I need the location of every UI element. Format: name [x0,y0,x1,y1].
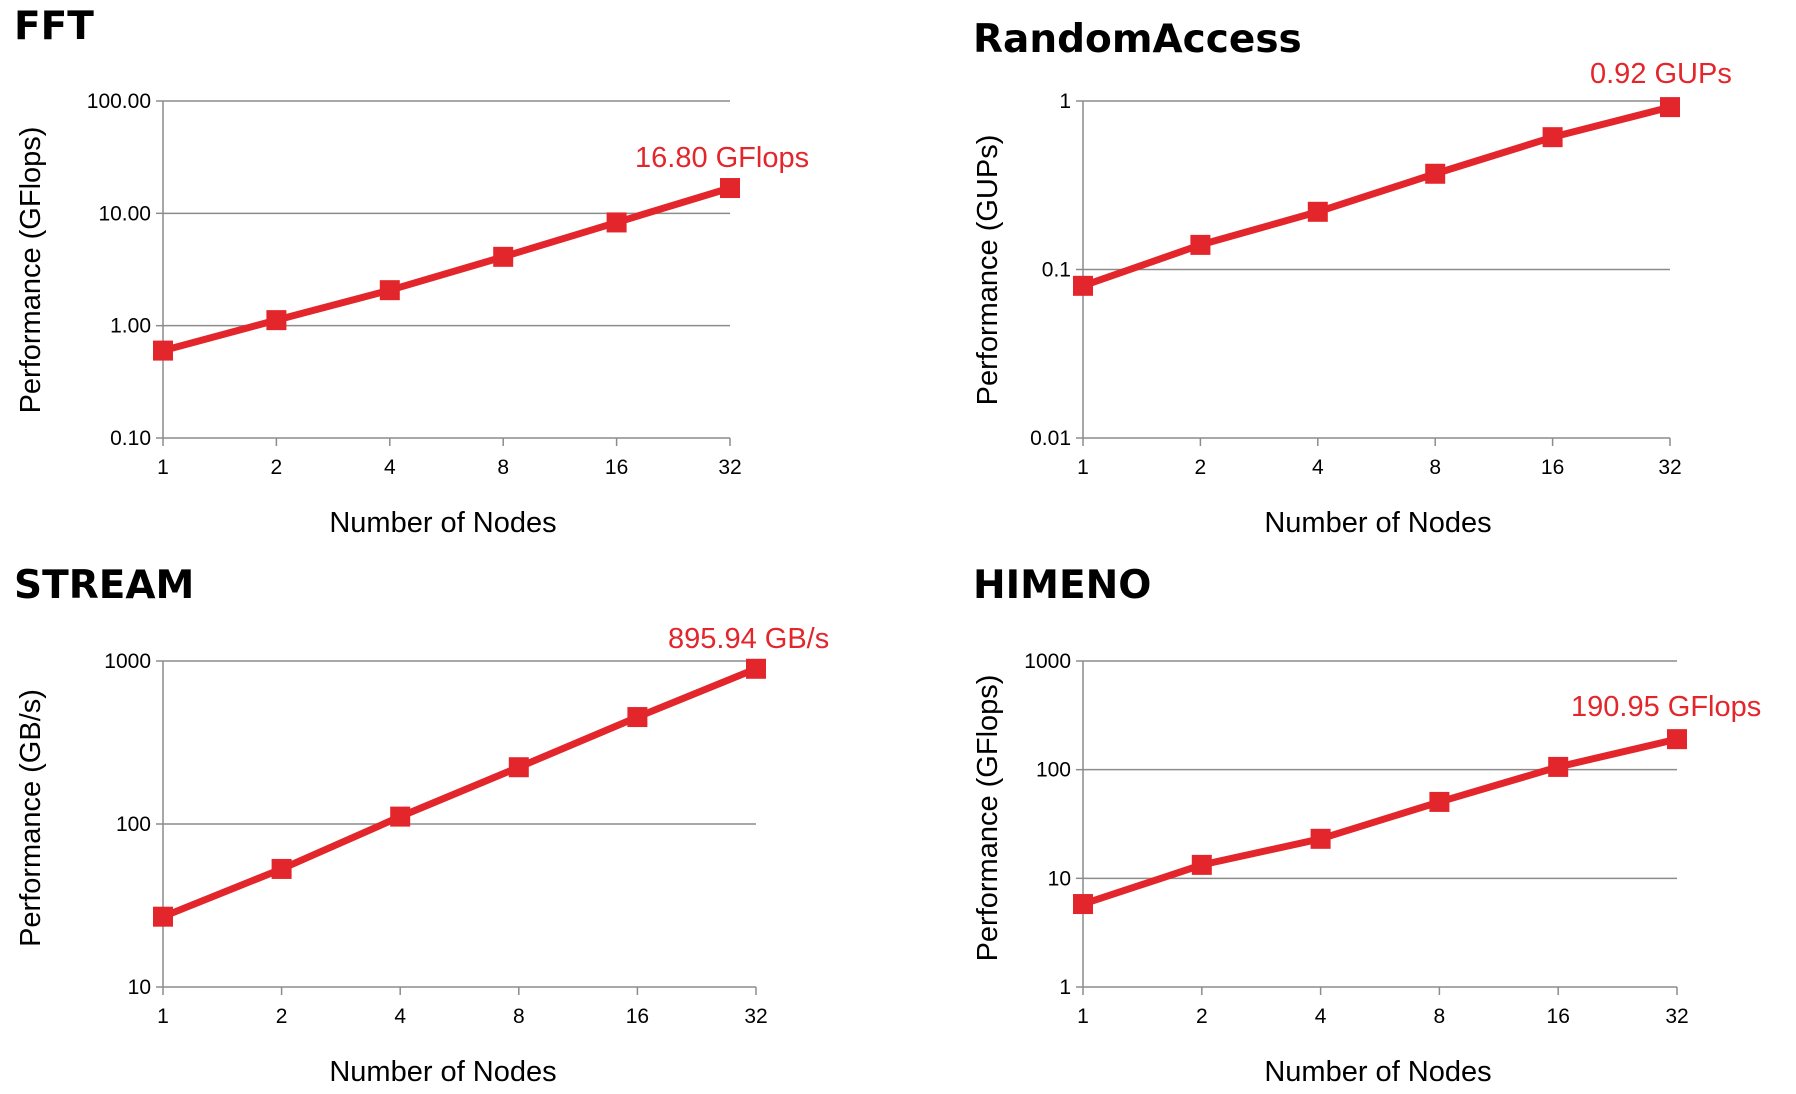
y-tick-label: 1 [1059,90,1071,113]
x-tick-label: 2 [1196,1005,1208,1028]
data-point-marker [153,340,173,361]
data-point-marker [1542,127,1563,148]
x-tick-label: 4 [1315,1005,1327,1028]
x-tick-label: 16 [626,1005,649,1028]
data-point-marker [1310,828,1331,849]
chart-title: HIMENO [973,563,1151,608]
y-tick-label: 100.00 [87,90,151,113]
x-tick-label: 32 [1665,1005,1688,1028]
peak-annotation: 0.92 GUPs [1590,58,1732,90]
y-tick-label: 0.1 [1042,259,1071,282]
y-tick-label: 0.01 [1030,427,1071,450]
y-tick-label: 100 [1036,759,1071,782]
x-tick-label: 32 [718,456,741,479]
chart-himeno: HIMENO Number of Nodes Performance (GFlo… [972,563,1761,1088]
y-axis-label: Performance (GUPs) [972,135,1004,406]
x-tick-label: 32 [744,1005,767,1028]
y-tick-label: 1.00 [110,315,151,338]
x-tick-label: 8 [513,1005,525,1028]
x-tick-label: 4 [384,456,396,479]
x-tick-label: 1 [1077,1005,1089,1028]
data-point-marker [508,757,529,778]
y-tick-label: 0.10 [110,427,151,450]
chart-stream: STREAM Number of Nodes Performance (GB/s… [14,563,829,1088]
data-point-marker [493,246,514,267]
data-point-marker [720,178,740,199]
x-tick-label: 4 [394,1005,406,1028]
data-point-marker [1425,163,1446,184]
data-point-marker [1667,729,1687,750]
x-tick-label: 32 [1658,456,1681,479]
x-axis-label: Number of Nodes [1264,1056,1491,1088]
chart-fft: FFT Number of Nodes Performance (GFlops)… [14,4,809,539]
series-line [161,665,758,920]
peak-annotation: 16.80 GFlops [635,142,809,174]
y-tick-label: 100 [116,813,151,836]
peak-annotation: 190.95 GFlops [1571,691,1761,723]
data-point-marker [390,806,411,827]
x-tick-label: 2 [276,1005,288,1028]
data-point-marker [271,858,292,879]
x-axis-label: Number of Nodes [1264,507,1491,539]
series-line [1081,103,1671,290]
data-point-marker [1073,275,1093,296]
y-tick-label: 1000 [1024,650,1071,673]
x-tick-label: 8 [1429,456,1441,479]
y-tick-label: 1000 [104,650,151,673]
data-point-marker [1190,234,1211,255]
chart-title: FFT [14,4,94,49]
data-point-marker [1307,201,1328,222]
data-point-marker [1429,791,1450,812]
x-tick-label: 8 [1434,1005,1446,1028]
y-tick-label: 10 [1048,867,1071,890]
data-point-marker [606,212,627,233]
x-tick-label: 1 [1077,456,1089,479]
x-tick-label: 16 [1547,1005,1570,1028]
data-point-marker [266,310,287,331]
data-point-marker [627,707,648,728]
x-axis-label: Number of Nodes [329,507,556,539]
chart-randomaccess: RandomAccess Number of Nodes Performance… [972,17,1732,539]
chart-title: STREAM [14,563,194,608]
data-point-marker [1548,756,1569,777]
chart-title: RandomAccess [973,17,1302,62]
data-point-marker [746,658,766,679]
series-line [162,184,732,354]
peak-annotation: 895.94 GB/s [668,623,829,655]
x-tick-label: 16 [1541,456,1564,479]
data-point-marker [1073,894,1093,915]
data-point-marker [379,280,400,301]
y-tick-label: 1 [1059,976,1071,999]
y-axis-label: Performance (GB/s) [15,689,47,947]
y-tick-label: 10 [128,976,151,999]
x-tick-label: 2 [1195,456,1207,479]
x-tick-label: 1 [157,1005,169,1028]
y-axis-label: Performance (GFlops) [972,675,1004,962]
data-point-marker [153,906,173,927]
x-tick-label: 1 [157,456,169,479]
x-tick-label: 2 [271,456,283,479]
data-point-marker [1660,97,1680,118]
x-tick-label: 16 [605,456,628,479]
series-line [1081,735,1678,908]
x-tick-label: 8 [497,456,509,479]
x-tick-label: 4 [1312,456,1324,479]
data-point-marker [1191,854,1212,875]
y-tick-label: 10.00 [98,202,151,225]
y-axis-label: Performance (GFlops) [15,127,47,414]
x-axis-label: Number of Nodes [329,1056,556,1088]
